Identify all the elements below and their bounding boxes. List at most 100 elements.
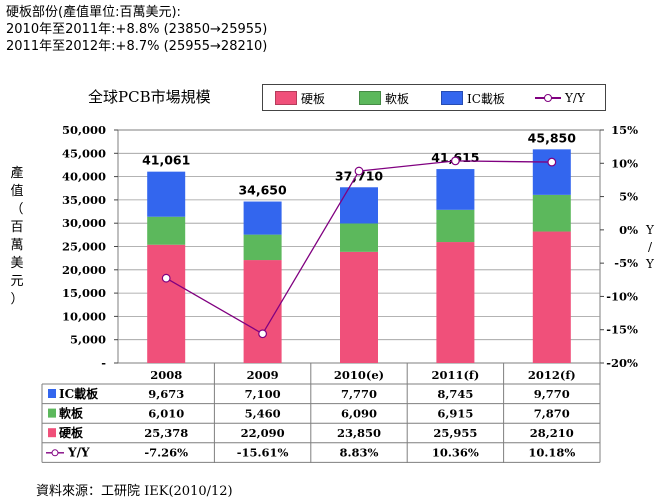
header-note-line: 2010年至2011年:+8.8% (23850→25955) [6, 22, 268, 37]
table-cell: 6,090 [341, 406, 377, 420]
bar-flex [243, 234, 282, 261]
bar-rigid [532, 231, 571, 363]
table-swatch [48, 389, 56, 398]
legend-swatch-ic [441, 91, 463, 105]
table-cell: 22,090 [241, 426, 285, 440]
chart-title: 全球PCB市場規模 [88, 88, 211, 106]
table-cell: 23,850 [337, 426, 381, 440]
yy-point [451, 156, 460, 166]
table-cell: 6,915 [437, 406, 473, 420]
y-axis-label-char: 產 [10, 166, 24, 181]
legend-swatch-flex [359, 91, 381, 105]
bar-total-label: 45,850 [528, 130, 577, 145]
yy-point [547, 157, 557, 167]
header-note-line: 2011年至2012年:+8.7% (25955→28210) [6, 39, 268, 54]
legend-item-yy: Y/Y [535, 89, 585, 107]
table-row-label: 軟板 [59, 405, 84, 420]
bar-ic [243, 201, 282, 235]
bar-total-label: 37,710 [335, 168, 384, 183]
table-row-label: Y/Y [67, 446, 90, 460]
x-tick-label: 2012(f) [528, 368, 576, 382]
y-tick-label: 35,000 [62, 193, 106, 207]
bar-flex [532, 194, 571, 232]
legend-label: 硬板 [301, 91, 326, 106]
table-row-label: IC載板 [59, 386, 99, 401]
y-axis-label-char: 萬 [10, 238, 24, 253]
legend-item-flex: 軟板 [359, 89, 409, 107]
bar-total-label: 34,650 [238, 183, 287, 198]
yy-point [258, 329, 268, 339]
y2-tick-label: 15% [611, 123, 638, 137]
table-cell: 5,460 [245, 406, 281, 420]
legend-item-ic: IC載板 [441, 89, 505, 107]
legend-label: IC載板 [467, 91, 505, 106]
table-cell: 28,210 [530, 426, 574, 440]
x-tick-label: 2008 [150, 368, 182, 382]
x-tick-label: 2010(e) [334, 368, 384, 382]
yy-point [354, 166, 364, 176]
legend-swatch-rigid [275, 91, 297, 105]
bar-ic [436, 169, 475, 210]
y2-tick-label: 10% [611, 156, 638, 170]
bar-rigid [147, 244, 186, 363]
table-cell: 8,745 [437, 387, 473, 401]
y-tick-label: - [101, 356, 106, 370]
table-cell: 7,770 [341, 387, 377, 401]
y-tick-label: 45,000 [62, 146, 106, 160]
header-note-line: 硬板部份(產值單位:百萬美元): [6, 5, 181, 20]
table-cell: 6,010 [148, 406, 184, 420]
table-cell: 10.36% [432, 446, 479, 460]
bar-flex [147, 216, 186, 245]
bar-ic [532, 149, 571, 195]
legend-label: Y/Y [565, 91, 585, 105]
legend-line-marker-icon [535, 91, 561, 105]
y2-tick-label: -15% [606, 323, 638, 337]
y2-tick-label: -10% [606, 289, 638, 303]
table-cell: 25,955 [433, 426, 477, 440]
y2-tick-label: -20% [606, 356, 638, 370]
x-tick-label: 2009 [247, 368, 279, 382]
y2-tick-label: 5% [619, 190, 638, 204]
table-swatch [48, 408, 56, 418]
y2-axis-label-char: Y [646, 257, 654, 271]
y-axis-label-char: 美 [10, 256, 24, 271]
y-axis-label-char: （ [10, 202, 24, 217]
bar-flex [340, 223, 378, 252]
y-tick-label: 5,000 [70, 333, 106, 347]
y2-axis-label: Y / Y [642, 222, 658, 273]
y-tick-label: 30,000 [62, 216, 106, 230]
yy-point [161, 273, 171, 283]
y-tick-label: 50,000 [62, 123, 106, 137]
table-swatch [48, 428, 56, 438]
y-tick-label: 20,000 [62, 263, 106, 277]
bar-ic [147, 171, 186, 217]
table-yy-marker-icon [51, 449, 59, 457]
chart-legend: 硬板 軟板 IC載板 Y/Y [262, 84, 606, 111]
y-axis-label-char: 元 [10, 274, 24, 289]
table-cell: 25,378 [144, 426, 188, 440]
y-tick-label: 15,000 [62, 286, 106, 300]
table-cell: 10.18% [528, 446, 575, 460]
source-note: 資料來源：工研院 IEK(2010/12) [36, 484, 233, 499]
table-cell: 9,770 [534, 387, 570, 401]
y-tick-label: 25,000 [62, 240, 106, 254]
table-cell: 9,673 [148, 387, 184, 401]
table-cell: 8.83% [340, 446, 379, 460]
y2-axis-label-char: / [647, 240, 653, 254]
table-cell: -7.26% [144, 446, 188, 460]
table-cell: 7,870 [534, 406, 570, 420]
table-cell: 7,100 [245, 387, 281, 401]
x-tick-label: 2011(f) [431, 368, 479, 382]
table-row-label: 硬板 [59, 425, 84, 440]
bar-rigid [436, 242, 475, 363]
y-axis-label: 產值 （ 百萬美元 ） [4, 165, 30, 309]
y2-tick-label: -5% [614, 256, 638, 270]
legend-item-rigid: 硬板 [275, 89, 325, 107]
y-axis-label-char: 百 [10, 220, 24, 235]
bar-total-label: 41,061 [142, 153, 190, 168]
table-cell: -15.61% [237, 446, 289, 460]
y2-tick-label: 0% [619, 223, 638, 237]
bar-rigid [340, 251, 378, 363]
y-tick-label: 10,000 [62, 309, 106, 323]
